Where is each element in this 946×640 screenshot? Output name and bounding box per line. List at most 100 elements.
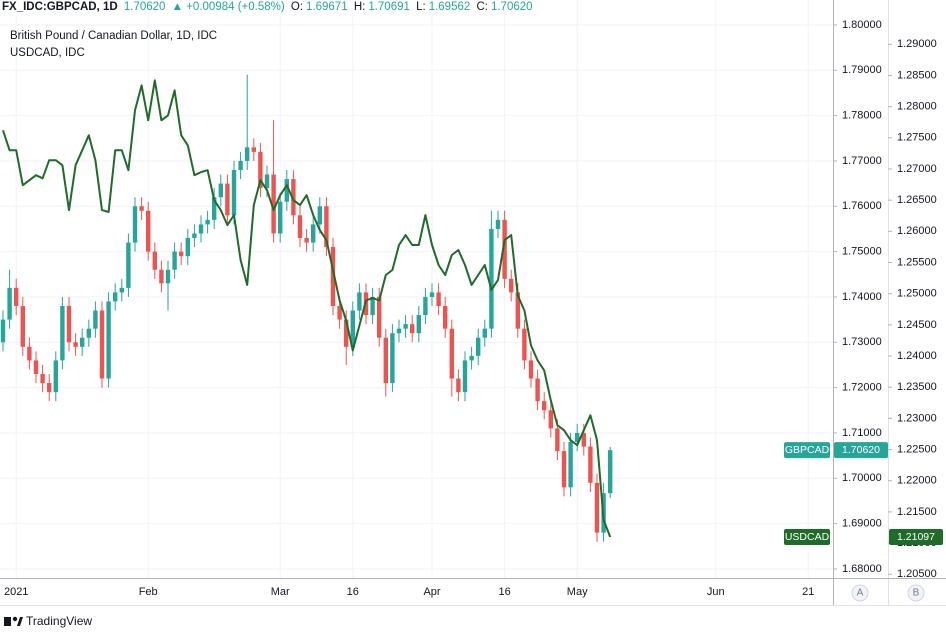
candle-body bbox=[344, 319, 349, 347]
candle-body bbox=[581, 432, 586, 447]
candle-body bbox=[469, 355, 474, 361]
candle-body bbox=[588, 446, 593, 483]
candle-body bbox=[383, 337, 388, 384]
candle-body bbox=[225, 183, 230, 216]
candle-body bbox=[330, 247, 336, 306]
candle-body bbox=[238, 160, 243, 170]
ohlc-key: O: bbox=[290, 1, 304, 13]
candle-body bbox=[337, 306, 342, 320]
logo-icon bbox=[4, 616, 23, 626]
x-tick-label: Mar bbox=[271, 586, 290, 598]
candle-body bbox=[218, 183, 223, 198]
y2-tick-label: 1.26500 bbox=[897, 194, 937, 206]
candle-body bbox=[99, 310, 105, 379]
candle-body bbox=[264, 174, 270, 189]
price-tag-value-bg bbox=[889, 529, 943, 546]
y-tick-label: 1.77000 bbox=[842, 155, 882, 167]
candle-body bbox=[489, 228, 494, 329]
y-tick-label: 1.79000 bbox=[842, 64, 882, 76]
x-tick-label: Apr bbox=[423, 586, 440, 598]
y-tick-label: 1.78000 bbox=[842, 110, 882, 122]
logo-shape bbox=[17, 617, 23, 626]
candle-body bbox=[119, 287, 124, 293]
candle-body bbox=[33, 360, 39, 374]
x-tick-label: May bbox=[567, 586, 588, 598]
candle-body bbox=[152, 251, 157, 270]
candle-body bbox=[284, 179, 289, 202]
y2-tick-label: 1.27500 bbox=[897, 132, 937, 144]
candle-body bbox=[561, 451, 567, 488]
candle-body bbox=[20, 306, 25, 347]
axis-button[interactable] bbox=[907, 584, 925, 602]
candle-body bbox=[522, 328, 527, 361]
candle-body bbox=[251, 147, 256, 152]
candle-body bbox=[555, 428, 560, 452]
y-tick-label: 1.71000 bbox=[842, 427, 882, 439]
last-price: 1.70620 bbox=[123, 1, 166, 13]
candle-body bbox=[317, 206, 322, 225]
x-tick-label: 2021 bbox=[4, 586, 28, 598]
ohlc-value: 1.70691 bbox=[368, 1, 410, 13]
candle-body bbox=[502, 219, 507, 279]
change: ▲ +0.00984 (+0.58%) bbox=[171, 1, 285, 13]
candle-body bbox=[304, 238, 309, 243]
x-tick-label: Jun bbox=[707, 586, 725, 598]
candle-body bbox=[66, 306, 72, 343]
candle-body bbox=[165, 269, 171, 284]
candle-body bbox=[443, 306, 448, 329]
candle-body bbox=[132, 206, 138, 243]
series-title: USDCAD, IDC bbox=[10, 47, 85, 59]
candle-body bbox=[568, 442, 573, 488]
candle-body bbox=[462, 360, 468, 393]
axis-button-label[interactable]: B bbox=[913, 588, 920, 599]
y-tick-label: 1.74000 bbox=[842, 291, 882, 303]
candle-body bbox=[231, 170, 237, 216]
candle-body bbox=[416, 315, 421, 334]
axes: 1.80000 1.79000 1.78000 1.77000 1.76000 1.750… bbox=[4, 19, 943, 598]
price-tag-name-bg bbox=[784, 529, 830, 546]
candle-body bbox=[403, 324, 408, 329]
x-tick-label: 16 bbox=[347, 586, 359, 598]
candle-body bbox=[212, 197, 217, 220]
candle-body bbox=[0, 319, 6, 343]
candle-body bbox=[185, 238, 190, 257]
candle-body bbox=[93, 310, 98, 329]
candle-body bbox=[297, 215, 303, 238]
candle-body bbox=[410, 324, 415, 334]
price-tag-value: 1.70620 bbox=[842, 444, 880, 456]
candle-body bbox=[436, 292, 441, 306]
candle-body bbox=[159, 269, 164, 284]
candle-body bbox=[515, 292, 520, 329]
candle-body bbox=[291, 179, 296, 216]
y2-tick-label: 1.23000 bbox=[897, 412, 937, 424]
x-tick-label: 21 bbox=[802, 586, 814, 598]
candle-body bbox=[126, 242, 131, 288]
candle-body bbox=[449, 328, 454, 379]
axis-button[interactable] bbox=[851, 584, 869, 602]
candle-body bbox=[113, 292, 118, 302]
plot bbox=[0, 74, 613, 542]
axis-button-label[interactable]: A bbox=[857, 588, 864, 599]
y2-tick-label: 1.22000 bbox=[897, 475, 937, 487]
y-tick-label: 1.70000 bbox=[842, 472, 882, 484]
y2-tick-label: 1.23500 bbox=[897, 381, 937, 393]
y2-tick-label: 1.27000 bbox=[897, 163, 937, 175]
y2-tick-label: 1.20500 bbox=[897, 568, 937, 580]
y2-tick-label: 1.21500 bbox=[897, 506, 937, 518]
candle-body bbox=[179, 251, 184, 257]
candle-body bbox=[27, 346, 32, 361]
candle-body bbox=[53, 360, 58, 393]
candle-body bbox=[205, 219, 210, 225]
y2-tick-label: 1.29000 bbox=[897, 38, 937, 50]
y2-tick-label: 1.26000 bbox=[897, 225, 937, 237]
candle-body bbox=[456, 378, 461, 393]
price-tag-name-bg bbox=[784, 442, 830, 459]
logo-text[interactable]: TradingView bbox=[26, 614, 92, 628]
candle-body bbox=[172, 251, 177, 270]
y2-tick-label: 1.28500 bbox=[897, 69, 937, 81]
grid bbox=[0, 0, 833, 578]
ohlc-value: 1.69562 bbox=[428, 1, 471, 13]
ohlc-value: 1.69671 bbox=[306, 1, 348, 13]
candle-body bbox=[245, 147, 250, 161]
